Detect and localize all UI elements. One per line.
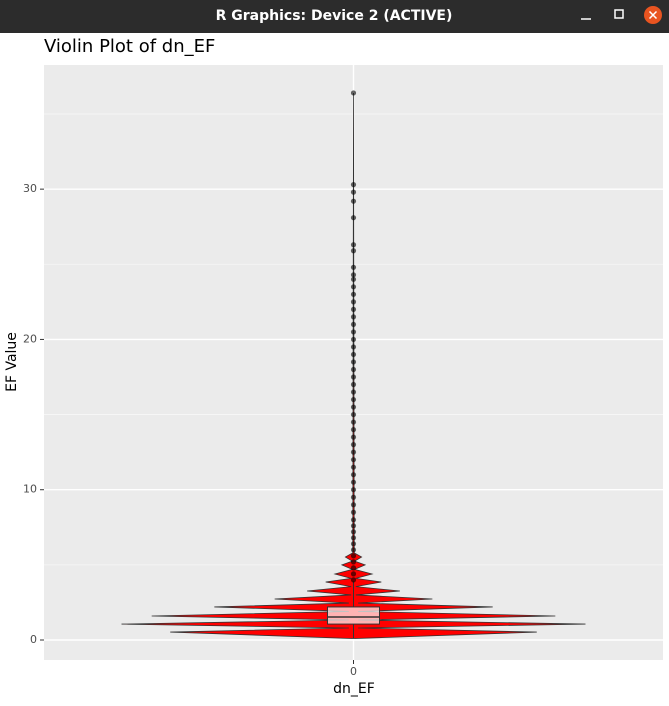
outlier xyxy=(350,90,357,96)
outlier xyxy=(350,541,357,547)
outlier xyxy=(350,523,357,529)
outlier xyxy=(350,449,357,455)
outlier xyxy=(350,381,357,388)
outlier xyxy=(350,291,357,297)
outlier xyxy=(350,571,357,577)
outlier xyxy=(350,529,357,535)
outlier xyxy=(350,359,357,365)
y-axis-label: EF Value xyxy=(4,332,20,392)
outlier xyxy=(350,389,357,395)
box xyxy=(327,606,380,625)
outlier xyxy=(350,502,357,508)
outlier xyxy=(350,366,357,373)
outlier xyxy=(350,404,357,410)
outlier xyxy=(350,351,357,358)
outlier xyxy=(350,329,357,335)
outlier xyxy=(350,396,357,403)
chart-title: Violin Plot of dn_EF xyxy=(44,36,215,57)
outlier xyxy=(350,284,357,290)
outlier xyxy=(350,577,357,583)
y-tick-label: 20 xyxy=(23,332,37,345)
outlier xyxy=(350,321,357,328)
outlier xyxy=(350,344,357,350)
outlier xyxy=(350,411,357,418)
outlier xyxy=(350,535,357,541)
outlier xyxy=(350,306,357,312)
outlier xyxy=(350,559,357,565)
outlier xyxy=(350,264,357,270)
outlier xyxy=(350,487,357,493)
outlier xyxy=(350,472,357,478)
window-title: R Graphics: Device 2 (ACTIVE) xyxy=(216,8,453,24)
outlier xyxy=(350,479,357,485)
y-tick-label: 0 xyxy=(30,633,37,646)
outlier xyxy=(350,494,357,500)
x-tick-label: 0 xyxy=(350,665,357,678)
outlier xyxy=(350,182,357,188)
outlier xyxy=(350,276,357,282)
outlier xyxy=(350,215,357,221)
outlier xyxy=(350,374,357,380)
outlier xyxy=(350,565,357,571)
outlier xyxy=(350,419,357,425)
plot: 0 10 20 30 0 xyxy=(23,65,663,678)
outlier xyxy=(350,198,357,204)
outlier xyxy=(350,517,357,523)
outlier xyxy=(350,464,357,470)
outlier xyxy=(350,299,357,305)
outlier xyxy=(350,427,357,433)
outlier xyxy=(350,272,357,278)
maximize-button[interactable] xyxy=(614,9,624,19)
outlier xyxy=(350,509,357,515)
outlier xyxy=(350,547,357,553)
y-tick-label: 30 xyxy=(23,182,37,195)
outlier xyxy=(350,314,357,320)
title-bar xyxy=(0,0,669,33)
outlier xyxy=(350,248,357,254)
outlier xyxy=(350,442,357,448)
y-tick-label: 10 xyxy=(23,483,37,496)
x-axis-label: dn_EF xyxy=(333,681,375,697)
close-button[interactable] xyxy=(644,6,662,24)
outlier xyxy=(350,457,357,463)
outlier xyxy=(350,553,357,559)
outlier xyxy=(350,189,357,195)
outlier xyxy=(350,434,357,440)
outlier xyxy=(350,242,357,248)
outlier xyxy=(350,336,357,343)
